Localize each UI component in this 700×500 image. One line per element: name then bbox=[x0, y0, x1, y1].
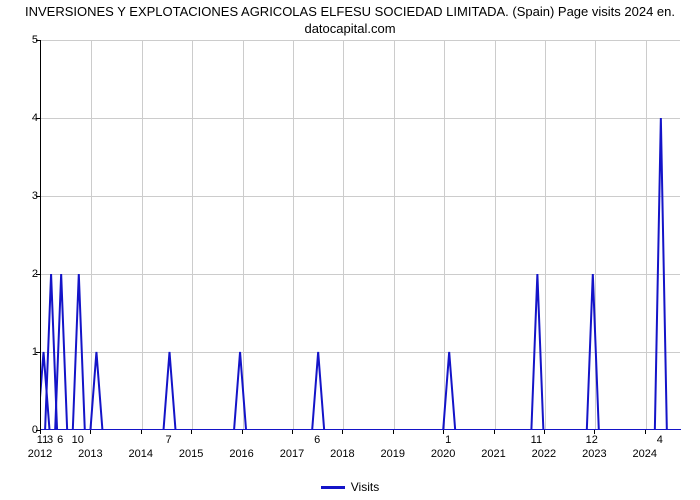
legend-label: Visits bbox=[351, 480, 379, 494]
legend-swatch bbox=[321, 486, 345, 489]
visits-spike bbox=[90, 352, 102, 430]
xtick-label: 2015 bbox=[179, 448, 203, 460]
chart-title-line2: datocapital.com bbox=[304, 21, 395, 36]
legend: Visits bbox=[0, 479, 700, 494]
xtick-mark bbox=[645, 430, 646, 434]
ytick-label: 3 bbox=[8, 190, 38, 202]
spike-data-label: 11 bbox=[531, 434, 542, 446]
ytick-label: 2 bbox=[8, 268, 38, 280]
spike-data-label: 6 bbox=[57, 434, 63, 446]
xtick-mark bbox=[342, 430, 343, 434]
spike-data-label: 4 bbox=[657, 434, 663, 446]
xtick-mark bbox=[191, 430, 192, 434]
xtick-label: 2023 bbox=[582, 448, 606, 460]
xtick-mark bbox=[393, 430, 394, 434]
visits-spike bbox=[655, 118, 667, 430]
visits-spike bbox=[234, 352, 246, 430]
spike-layer bbox=[41, 40, 681, 430]
xtick-mark bbox=[544, 430, 545, 434]
xtick-label: 2022 bbox=[532, 448, 556, 460]
spike-data-label: 6 bbox=[314, 434, 320, 446]
visits-spike bbox=[587, 274, 599, 430]
xtick-mark bbox=[242, 430, 243, 434]
visits-spike bbox=[443, 352, 455, 430]
spike-data-label: 12 bbox=[586, 434, 598, 446]
visits-spike bbox=[531, 274, 543, 430]
xtick-mark bbox=[90, 430, 91, 434]
ytick-label: 4 bbox=[8, 112, 38, 124]
xtick-label: 2019 bbox=[381, 448, 405, 460]
visits-spike bbox=[55, 274, 67, 430]
spike-data-label: 1 bbox=[445, 434, 451, 446]
xtick-label: 2020 bbox=[431, 448, 455, 460]
xtick-label: 2014 bbox=[129, 448, 153, 460]
xtick-label: 2018 bbox=[330, 448, 354, 460]
spike-data-label: 10 bbox=[72, 434, 84, 446]
xtick-label: 2016 bbox=[229, 448, 253, 460]
xtick-label: 2013 bbox=[78, 448, 102, 460]
visits-spike bbox=[73, 274, 85, 430]
plot-area bbox=[40, 40, 680, 430]
xtick-label: 2024 bbox=[632, 448, 656, 460]
chart-title: INVERSIONES Y EXPLOTACIONES AGRICOLAS EL… bbox=[0, 4, 700, 38]
visits-spike bbox=[164, 352, 176, 430]
spike-data-label: 3 bbox=[47, 434, 53, 446]
visits-spike bbox=[312, 352, 324, 430]
ytick-label: 5 bbox=[8, 34, 38, 46]
chart-container: INVERSIONES Y EXPLOTACIONES AGRICOLAS EL… bbox=[0, 0, 700, 500]
chart-title-line1: INVERSIONES Y EXPLOTACIONES AGRICOLAS EL… bbox=[25, 4, 675, 19]
xtick-mark bbox=[292, 430, 293, 434]
xtick-label: 2012 bbox=[28, 448, 52, 460]
xtick-mark bbox=[494, 430, 495, 434]
ytick-label: 0 bbox=[8, 424, 38, 436]
xtick-mark bbox=[141, 430, 142, 434]
xtick-mark bbox=[443, 430, 444, 434]
xtick-label: 2017 bbox=[280, 448, 304, 460]
xtick-label: 2021 bbox=[481, 448, 505, 460]
spike-data-label: 7 bbox=[165, 434, 171, 446]
ytick-label: 1 bbox=[8, 346, 38, 358]
